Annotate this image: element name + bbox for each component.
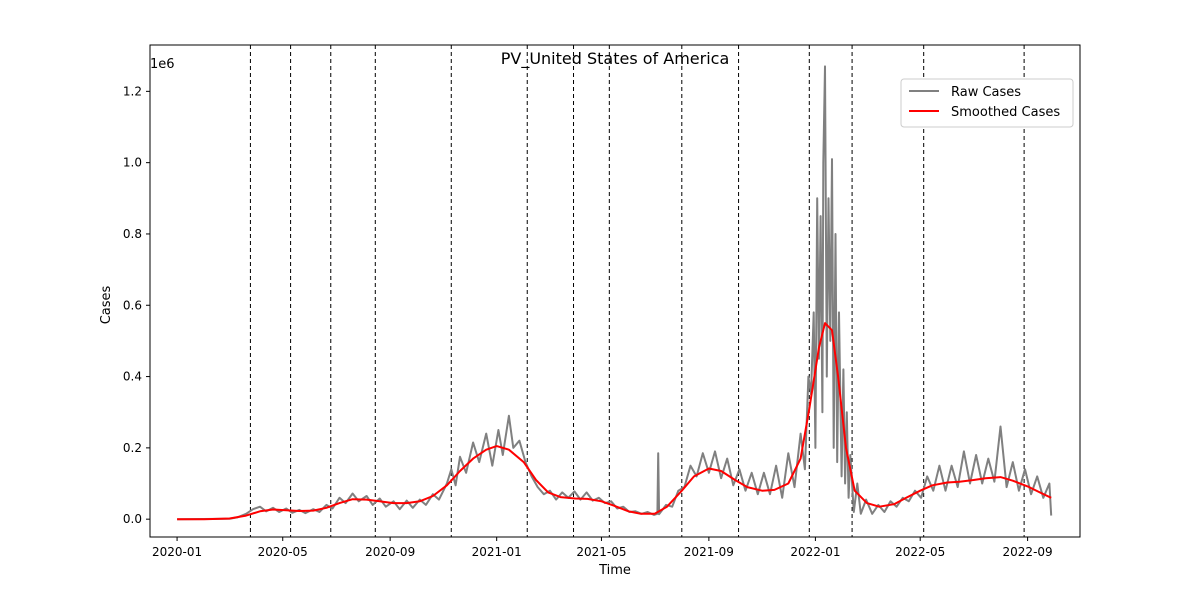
legend-label-smoothed-cases: Smoothed Cases [951,105,1060,120]
y-tick-label: 0.2 [123,441,142,455]
series-line-raw-cases [177,65,1053,521]
x-axis-ticks: 2020-01 2020-05 2020-09 2021-01 2021-05 2021-… [152,537,1053,559]
y-tick-label: 0.4 [123,370,142,384]
y-tick-label: 0.6 [123,298,142,312]
y-axis-label: Cases [99,285,114,324]
x-tick-label: 2020-01 [152,545,202,559]
series-layer [177,65,1053,521]
y-tick-label: 0.8 [123,227,142,241]
x-tick-label: 2021-09 [684,545,734,559]
y-tick-label: 1.2 [123,84,142,98]
x-axis-label: Time [598,563,631,578]
x-tick-label: 2020-09 [365,545,415,559]
y-tick-label: 1.0 [123,156,142,170]
axes-frame [149,44,1081,538]
y-axis-multiplier: 1e6 [150,57,175,72]
legend-label-raw-cases: Raw Cases [951,85,1021,100]
x-tick-label: 2022-05 [895,545,945,559]
x-tick-label: 2021-05 [576,545,626,559]
x-tick-label: 2020-05 [258,545,308,559]
y-tick-label: 0.0 [123,512,142,526]
legend: Raw Cases Smoothed Cases [900,78,1074,128]
phase-boundary-lines [249,45,1025,537]
chart-title: PV_United States of America [501,49,730,69]
x-tick-label: 2022-01 [790,545,840,559]
y-axis-ticks: 0.0 0.2 0.4 0.6 0.8 1.0 1.2 [123,84,150,526]
legend-box [900,78,1074,128]
series-line-smoothed-cases [177,322,1052,521]
plot-area [177,45,1053,537]
x-tick-label: 2021-01 [472,545,522,559]
x-tick-label: 2022-09 [1003,545,1053,559]
